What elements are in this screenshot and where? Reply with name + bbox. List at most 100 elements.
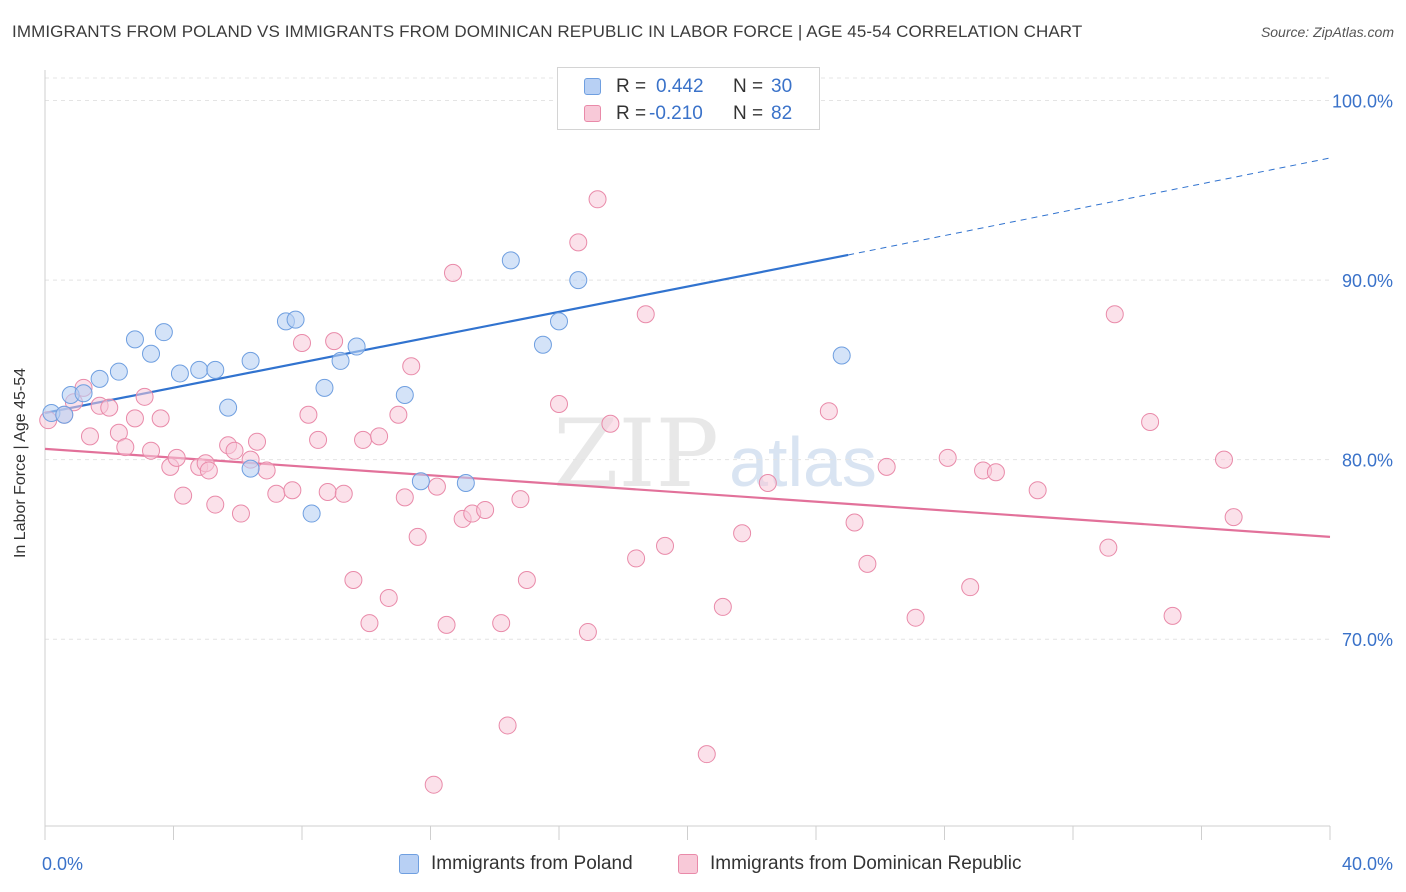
data-point-poland [219,398,238,417]
data-point-dominican [370,427,389,446]
x-tick-label: 40.0% [1342,854,1393,874]
data-point-dominican [174,486,193,505]
data-point-dominican [360,614,379,633]
data-point-dominican [1214,450,1233,469]
y-tick-label: 90.0% [1342,271,1393,291]
data-point-dominican [656,536,675,555]
data-point-poland [533,335,552,354]
y-tick-label: 100.0% [1332,92,1393,112]
trend-lines [44,157,1331,538]
n-label: N = [733,76,764,97]
data-point-dominican [80,427,99,446]
data-point-dominican [151,409,170,428]
y-tick-label: 80.0% [1342,451,1393,471]
data-point-poland [501,251,520,270]
data-point-dominican [550,395,568,414]
data-point-poland [206,360,225,379]
data-point-dominican [877,457,896,476]
r-value: -0.210 [649,103,703,124]
watermark: ZIP atlas [553,400,877,509]
data-point-dominican [325,332,344,351]
data-point-poland [74,384,93,403]
data-point-dominican [1099,538,1118,557]
dominican-swatch [584,105,601,122]
data-point-poland [569,271,588,290]
data-point-dominican [299,405,318,424]
data-point-dominican [389,405,408,424]
data-point-dominican [408,527,427,546]
data-point-dominican [498,716,517,735]
data-point-dominican [318,482,337,501]
data-point-dominican [858,554,877,573]
data-point-dominican [1224,508,1243,527]
data-point-dominican [578,623,597,642]
data-point-dominican [713,597,732,616]
chart-title: IMMIGRANTS FROM POLAND VS IMMIGRANTS FRO… [12,22,1083,41]
data-point-poland [411,472,430,491]
data-point-dominican [492,614,511,633]
data-point-dominican [758,474,777,493]
data-point-poland [241,459,260,478]
data-point-dominican [199,461,218,480]
data-point-dominican [697,745,716,764]
n-value: 82 [771,103,793,124]
data-point-dominican [142,441,161,460]
poland-swatch [584,78,601,95]
r-label: R = [616,76,647,97]
data-point-dominican [627,549,646,568]
data-point-dominican [206,495,225,514]
data-point-dominican [819,402,838,421]
data-point-poland [55,405,74,424]
data-point-dominican [845,513,864,532]
data-point-dominican [231,504,250,523]
data-point-dominican [334,484,353,503]
trend-line-poland-extension [848,157,1331,256]
r-label: R = [616,103,647,124]
data-point-dominican [395,488,414,507]
data-point-dominican [517,570,536,589]
data-point-dominican [248,432,267,451]
data-point-dominican [1105,305,1124,324]
data-point-dominican [569,233,588,252]
trend-line-dominican [44,447,1331,538]
dominican-legend-swatch [678,854,698,874]
data-point-dominican [636,305,655,324]
data-point-poland [109,362,128,381]
data-point-dominican [1141,412,1160,431]
data-point-dominican [116,438,135,457]
data-point-dominican [309,430,328,449]
n-label: N = [733,103,764,124]
chart-source: Source: ZipAtlas.com [1260,24,1394,40]
data-point-poland [550,312,568,331]
data-point-dominican [437,615,456,634]
y-axis-label: In Labor Force | Age 45-54 [12,367,29,559]
data-point-poland [125,330,144,349]
data-point-dominican [267,484,286,503]
data-point-dominican [293,333,311,352]
data-point-poland [142,344,161,363]
data-point-dominican [424,775,443,794]
data-point-dominican [379,588,398,607]
axes [44,70,1331,840]
legend-label: Immigrants from Poland [431,853,633,874]
poland-legend-swatch [399,854,419,874]
data-point-poland [286,310,305,329]
data-point-dominican [601,414,620,433]
data-point-dominican [354,430,373,449]
data-point-dominican [135,387,154,406]
stats-row-poland: R = 0.442 N = 30 [558,73,819,101]
r-value: 0.442 [656,76,704,97]
gridlines [45,77,1330,640]
data-point-dominican [961,578,980,597]
data-point-dominican [1163,606,1182,625]
x-tick-label: 0.0% [42,854,83,874]
data-point-dominican [225,441,244,460]
data-point-dominican [906,608,925,627]
data-point-dominican [1028,481,1047,500]
data-point-dominican [733,524,752,543]
data-point-poland [190,360,209,379]
data-point-poland [90,369,109,388]
series-poland-points [42,82,851,523]
data-point-dominican [938,448,957,467]
